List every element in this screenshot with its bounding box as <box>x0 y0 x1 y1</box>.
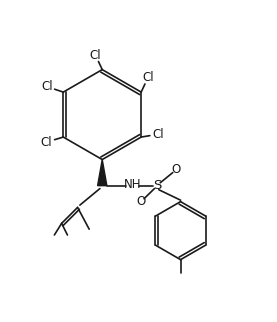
Text: Cl: Cl <box>153 128 164 141</box>
Text: NH: NH <box>124 178 142 191</box>
Text: O: O <box>136 195 145 208</box>
Text: Cl: Cl <box>143 71 154 84</box>
Text: O: O <box>171 163 181 176</box>
Text: Cl: Cl <box>42 80 53 93</box>
Text: S: S <box>153 179 161 192</box>
Text: Cl: Cl <box>89 49 101 62</box>
Polygon shape <box>98 159 107 186</box>
Text: Cl: Cl <box>40 136 52 149</box>
